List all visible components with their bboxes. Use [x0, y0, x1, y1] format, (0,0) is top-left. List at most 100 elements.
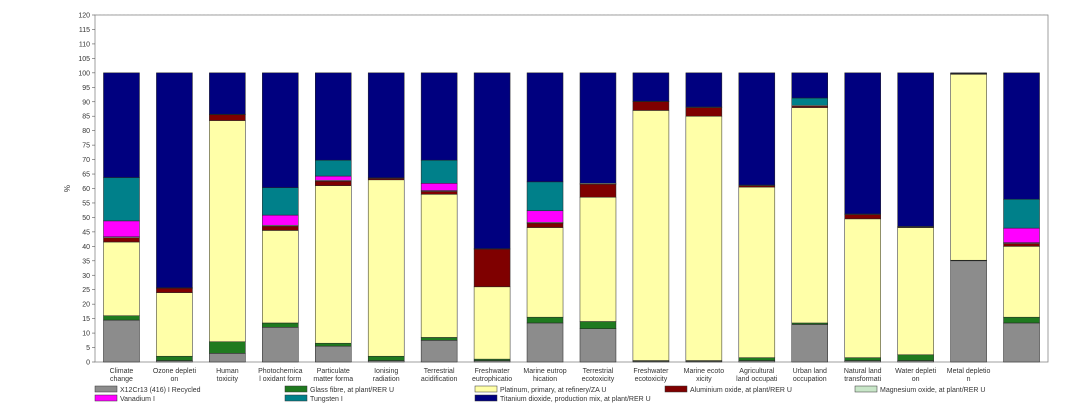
legend-label: Glass fibre, at plant/RER U [310, 387, 394, 394]
y-tick-label: 45 [82, 229, 90, 236]
bar-segment [314, 345, 352, 363]
bar-segment [314, 175, 352, 181]
bar-segment [262, 322, 299, 328]
bar-segment [526, 210, 564, 223]
bar-segment [526, 227, 564, 318]
legend: X12Cr13 (416) I Recycled Glass fibre, at … [94, 385, 985, 403]
bar-segment [209, 341, 246, 354]
bar-segment [262, 327, 299, 363]
y-tick-label: 90 [82, 99, 90, 106]
category-label: Freshwater [475, 368, 511, 375]
axes: 0 5 10 15 20 25 30 35 40 45 50 55 60 65 70 75 80 85 90 95 10… [63, 13, 1049, 367]
y-tick-label: 80 [82, 128, 90, 135]
bar-segment [579, 196, 617, 322]
bar-segment [1003, 246, 1040, 318]
y-tick-label: 20 [82, 302, 90, 309]
bar-segment [897, 72, 934, 227]
bar-segment [632, 72, 670, 102]
bar-segment [103, 237, 140, 243]
y-tick-label: 10 [82, 331, 90, 338]
bar-segment [950, 260, 987, 363]
bar-segment [103, 72, 140, 178]
bar-segment [526, 222, 564, 228]
bar-segment [156, 355, 193, 361]
category-label: xicity [696, 376, 712, 383]
y-tick-label: 120 [78, 13, 90, 20]
y-tick-label: 30 [82, 273, 90, 280]
category-label: eutrophicatio [472, 376, 512, 383]
category-label: Water depleti [895, 368, 936, 375]
category-label: Marine eutrop [523, 368, 566, 375]
category-label: Particulate [317, 368, 350, 375]
category-label: change [110, 376, 133, 383]
bar-segment [738, 357, 776, 361]
bar-segment [262, 230, 299, 324]
bar-segment [367, 355, 405, 361]
legend-swatch [664, 385, 688, 393]
y-tick-label: 95 [82, 85, 90, 92]
bar-segment [314, 342, 352, 347]
category-label: hication [533, 376, 557, 383]
category-label: Urban land [793, 368, 827, 375]
category-label: transformati [844, 376, 881, 383]
category-label: ecotoxicity [635, 376, 668, 383]
category-label: l oxidant form [259, 376, 301, 383]
bar-segment [685, 107, 723, 117]
bar-segment [685, 115, 723, 361]
bar-segment [420, 337, 458, 341]
bar-segment [1003, 198, 1040, 229]
category-label: on [912, 376, 920, 383]
bar-segment [420, 159, 458, 184]
y-tick-label: 40 [82, 244, 90, 251]
category-label: Human [216, 368, 239, 375]
bar-segment [367, 72, 405, 179]
bar-segment [1003, 227, 1040, 243]
bar-segment [314, 181, 352, 186]
legend-swatch [94, 394, 118, 402]
bar-segment [1003, 243, 1040, 247]
bar-segment [1003, 316, 1040, 324]
bar-segment [1003, 322, 1040, 363]
bar-segment [314, 185, 352, 344]
legend-swatch [284, 385, 308, 393]
category-label: Natural land [844, 368, 882, 375]
bar-segment [579, 321, 617, 329]
y-tick-label: 75 [82, 143, 90, 150]
bar-segment [262, 72, 299, 188]
bar-segment [103, 177, 140, 222]
bar-segment [791, 72, 829, 99]
bar-segment [1003, 72, 1040, 200]
bar-segment [103, 220, 140, 238]
bar-segment [420, 183, 458, 191]
bar-segment [473, 286, 511, 360]
category-label: Terrestrial [424, 368, 455, 375]
y-tick-label: 50 [82, 215, 90, 222]
bar-segment [897, 354, 934, 361]
category-label: Terrestrial [583, 368, 614, 375]
bar-segment [367, 179, 405, 357]
category-label: Ionising [374, 368, 398, 375]
bar-segment [209, 120, 246, 343]
legend-swatch [474, 394, 498, 402]
y-tick-label: 60 [82, 186, 90, 193]
bar-segment [473, 72, 511, 249]
bar-segment [685, 72, 723, 108]
category-label: Ozone depleti [153, 368, 197, 375]
bar-segment [262, 225, 299, 231]
bar-segment [791, 97, 829, 106]
y-tick-label: 65 [82, 172, 90, 179]
bar-segment [579, 72, 617, 184]
category-label: Photochemica [258, 368, 302, 375]
bar-segment [209, 72, 246, 115]
y-tick-label: 0 [86, 360, 90, 367]
y-tick-label: 15 [82, 316, 90, 323]
bar-segment [632, 101, 670, 111]
bar-segment [103, 315, 140, 321]
bar-segment [844, 218, 881, 358]
bar-segment [420, 72, 458, 161]
legend-label: Aluminium oxide, at plant/RER U [690, 387, 792, 394]
category-label: matter forma [313, 376, 353, 383]
bar-segment [526, 181, 564, 212]
category-label: on [171, 376, 179, 383]
